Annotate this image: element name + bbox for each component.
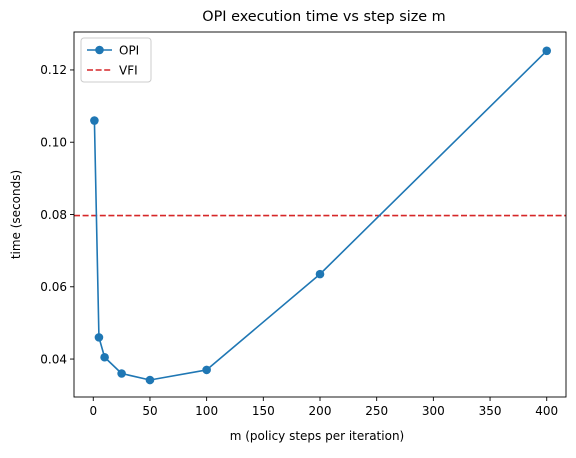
legend-opi-marker	[95, 45, 104, 55]
opi-point-3	[117, 369, 126, 378]
y-tick-label-2: 0.08	[40, 208, 67, 222]
legend-vfi-label: VFI	[119, 63, 138, 77]
y-tick-label-0: 0.04	[40, 352, 67, 366]
y-tick-label-3: 0.10	[40, 136, 67, 150]
plot-frame	[73, 31, 567, 398]
y-tick-label-4: 0.12	[40, 63, 67, 77]
plot-layer: 0 50 100 150 200 250 300 350 400 0.04 0.06 0.08 0.10…	[40, 31, 567, 418]
x-tick-label-300: 300	[422, 404, 445, 418]
y-axis-label: time (seconds)	[9, 170, 23, 259]
opi-point-5	[202, 365, 211, 375]
x-tick-label-200: 200	[309, 404, 332, 418]
legend: OPI VFI	[80, 37, 152, 83]
opi-point-6	[315, 269, 325, 279]
x-tick-label-0: 0	[89, 404, 97, 418]
legend-box	[80, 37, 152, 83]
chart-title: OPI execution time vs step size m	[202, 9, 445, 25]
x-tick-label-400: 400	[535, 404, 558, 418]
opi-point-1	[94, 333, 104, 342]
legend-opi-label: OPI	[119, 43, 139, 57]
y-tick-label-1: 0.06	[40, 280, 67, 294]
x-tick-label-150: 150	[252, 404, 275, 418]
x-axis-label: m (policy steps per iteration)	[230, 429, 404, 443]
x-tick-label-250: 250	[365, 404, 388, 418]
x-tick-label-350: 350	[479, 404, 502, 418]
x-tick-label-100: 100	[195, 404, 218, 418]
opi-point-0	[90, 116, 99, 125]
opi-point-7	[542, 46, 552, 56]
opi-point-4	[145, 375, 155, 385]
x-tick-label-50: 50	[142, 404, 157, 418]
opi-point-2	[100, 352, 109, 362]
